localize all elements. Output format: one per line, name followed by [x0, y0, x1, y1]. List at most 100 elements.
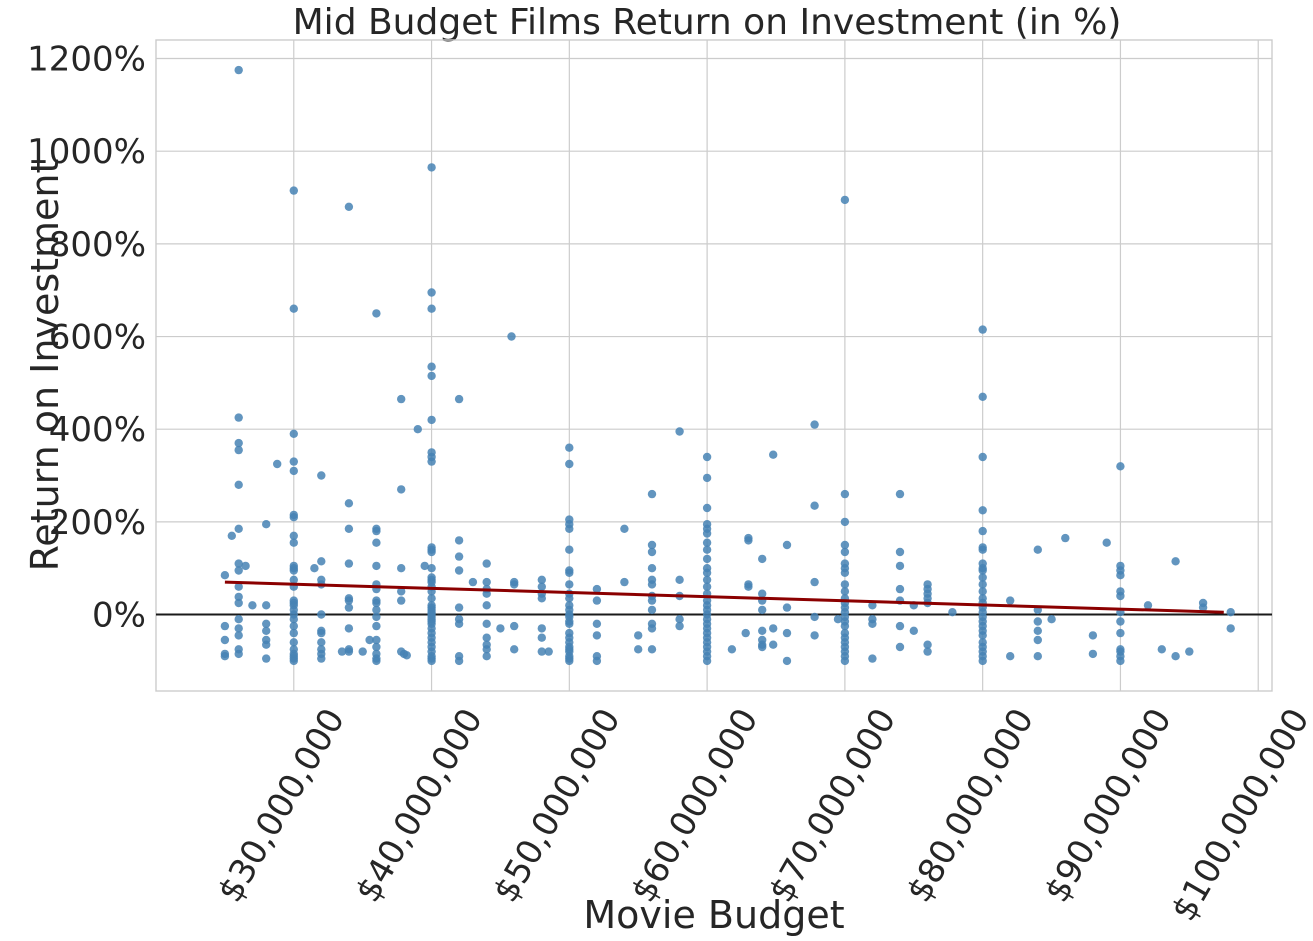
trend-line [224, 580, 1224, 614]
data-point [427, 163, 436, 172]
data-point [397, 596, 406, 605]
data-point [1061, 533, 1070, 543]
data-point [344, 624, 354, 633]
data-point [372, 309, 381, 318]
data-point [289, 628, 298, 638]
data-point [420, 561, 429, 571]
data-point [634, 631, 643, 640]
data-point [289, 538, 298, 547]
data-point [702, 545, 712, 554]
data-point [675, 427, 684, 436]
data-point [454, 536, 464, 545]
data-point [647, 540, 657, 550]
plot-frame [155, 39, 1273, 692]
y-tick-label: 600% [49, 318, 146, 358]
data-point [220, 571, 230, 580]
data-point [895, 621, 905, 631]
data-point [317, 471, 326, 480]
data-points [220, 65, 1235, 666]
data-point [758, 589, 767, 598]
data-point [592, 619, 602, 628]
data-point [344, 202, 354, 211]
data-point [675, 621, 684, 631]
x-tick-label: $80,000,000 [899, 702, 1042, 909]
data-point [372, 612, 381, 622]
data-point [289, 566, 298, 575]
data-point [317, 610, 326, 619]
data-point [1171, 652, 1180, 661]
data-point [262, 601, 271, 610]
data-point [978, 566, 987, 575]
data-point [413, 425, 422, 434]
data-point [702, 473, 712, 483]
data-point [454, 566, 464, 575]
data-point [344, 559, 354, 568]
data-point [592, 596, 602, 605]
data-point [840, 580, 850, 589]
data-point [234, 598, 243, 608]
data-point [1116, 571, 1125, 580]
data-point [782, 603, 792, 612]
data-point [592, 656, 602, 666]
x-tick-label: $100,000,000 [1164, 702, 1313, 928]
data-point [317, 557, 326, 566]
data-point [397, 564, 406, 573]
data-point [510, 621, 519, 631]
data-point [234, 524, 243, 533]
data-point [537, 582, 546, 591]
data-point [289, 575, 298, 584]
data-point [482, 577, 491, 587]
data-point [647, 624, 657, 633]
data-point [1033, 545, 1043, 554]
data-point [565, 443, 574, 452]
data-point [565, 568, 574, 577]
data-point [234, 582, 243, 591]
data-point [647, 645, 657, 654]
data-point [840, 547, 850, 557]
data-point [372, 598, 381, 608]
grid-group [156, 40, 1272, 691]
data-point [702, 656, 712, 666]
data-point [372, 538, 381, 547]
data-point [289, 466, 298, 476]
data-point [565, 580, 574, 589]
data-point [782, 628, 792, 638]
data-point [427, 457, 436, 466]
data-point [1198, 603, 1208, 612]
data-point [565, 459, 574, 469]
data-point [840, 621, 850, 631]
data-point [227, 531, 236, 540]
data-point [372, 635, 381, 645]
data-point [510, 580, 519, 589]
data-point [978, 392, 987, 401]
data-point [647, 564, 657, 573]
data-point [647, 547, 657, 557]
data-point [978, 573, 987, 582]
data-point [241, 561, 250, 571]
data-point [840, 195, 850, 205]
data-point [744, 582, 753, 591]
data-point [744, 536, 753, 545]
data-point [592, 631, 602, 640]
y-tick-labels: 0% 200% 400% 600% 800% 1000% 1200% [27, 40, 146, 636]
data-point [344, 647, 354, 656]
data-point [427, 362, 436, 371]
data-point [482, 619, 491, 628]
data-point [1116, 617, 1125, 626]
data-point [344, 499, 354, 508]
data-point [397, 394, 406, 404]
data-point [840, 568, 850, 577]
data-point [1102, 538, 1111, 547]
data-point [675, 575, 684, 584]
data-point [1033, 626, 1043, 635]
data-point [482, 589, 491, 598]
data-point [868, 619, 877, 628]
data-point [317, 654, 326, 663]
data-point [482, 601, 491, 610]
data-point [1033, 652, 1043, 661]
data-point [1226, 624, 1235, 633]
data-point [402, 651, 411, 660]
data-point [758, 642, 767, 652]
data-point [1116, 628, 1125, 638]
data-point [565, 594, 574, 603]
